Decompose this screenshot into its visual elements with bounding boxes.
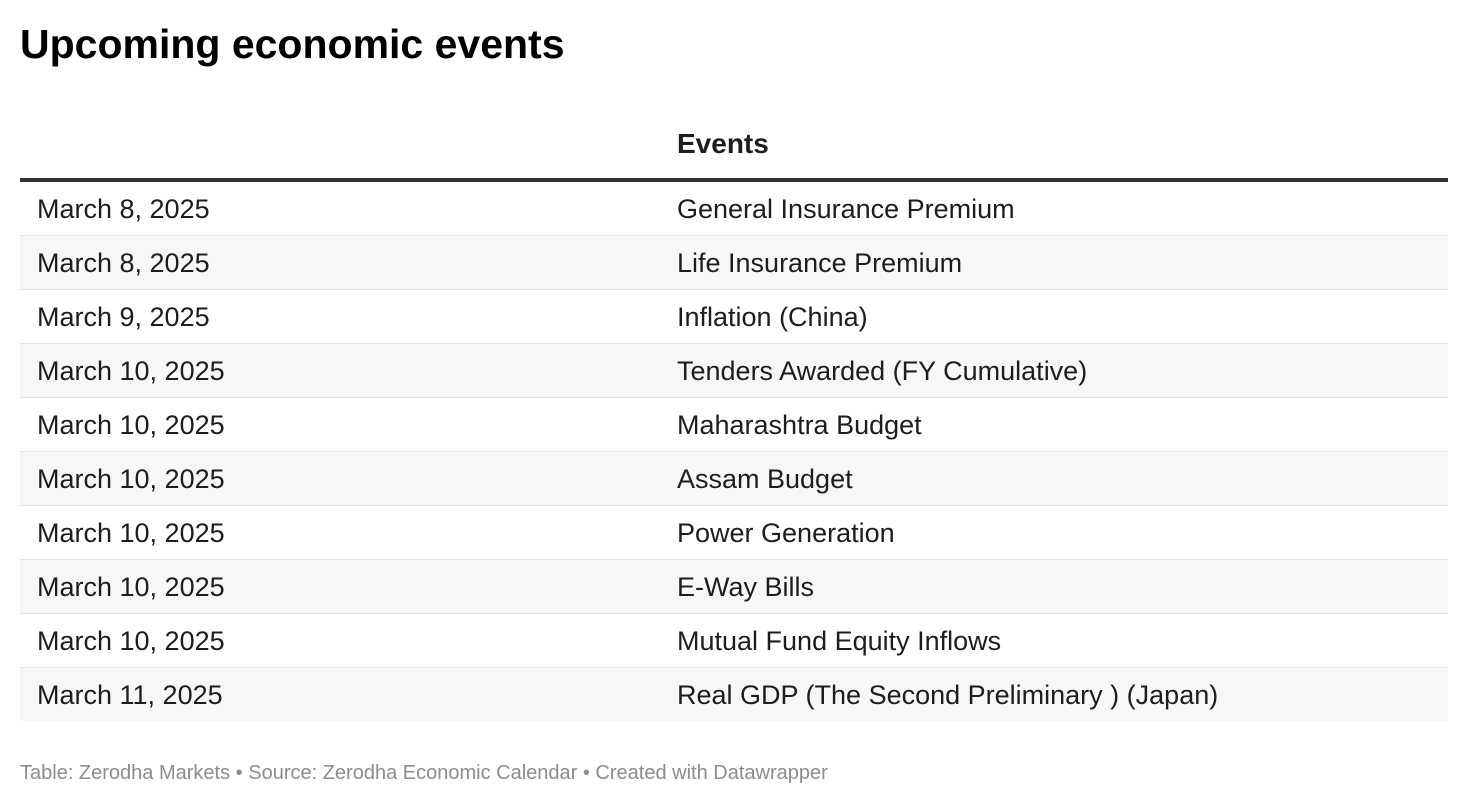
table-row: March 8, 2025 Life Insurance Premium (20, 236, 1448, 290)
date-cell: March 8, 2025 (37, 248, 210, 278)
table-row: March 9, 2025 Inflation (China) (20, 290, 1448, 344)
event-cell: Power Generation (677, 518, 895, 548)
date-cell: March 10, 2025 (37, 626, 225, 656)
event-cell: Inflation (China) (677, 302, 868, 332)
date-cell: March 10, 2025 (37, 572, 225, 602)
event-cell: E-Way Bills (677, 572, 815, 602)
page-title: Upcoming economic events (20, 21, 565, 67)
table-row: March 10, 2025 Mutual Fund Equity Inflows (20, 614, 1448, 668)
table-row: March 10, 2025 Power Generation (20, 506, 1448, 560)
table-row: March 8, 2025 General Insurance Premium (20, 182, 1448, 236)
footer-separator: • (230, 762, 249, 784)
date-cell: March 10, 2025 (37, 464, 225, 494)
table-row: March 10, 2025 Maharashtra Budget (20, 398, 1448, 452)
footer-separator: • (577, 762, 596, 784)
date-cell: March 10, 2025 (37, 356, 225, 386)
footer-datawrapper-credit: Created with Datawrapper (595, 762, 828, 784)
date-cell: March 8, 2025 (37, 194, 210, 224)
date-cell: March 11, 2025 (37, 680, 223, 710)
events-table: Events March 8, 2025 General Insurance Pr… (20, 108, 1448, 721)
header-events[interactable]: Events (677, 128, 769, 159)
event-cell: Real GDP (The Second Preliminary ) (Japa… (677, 680, 1219, 710)
chart-footer: Table: Zerodha Markets • Source: Zerodha… (20, 760, 828, 786)
event-cell: Assam Budget (677, 464, 853, 494)
table-row: March 10, 2025 Assam Budget (20, 452, 1448, 506)
footer-table-credit: Table: Zerodha Markets (20, 762, 231, 784)
event-cell: Life Insurance Premium (677, 248, 963, 278)
footer-source: Source: Zerodha Economic Calendar (248, 762, 578, 784)
date-cell: March 9, 2025 (37, 302, 210, 332)
event-cell: Tenders Awarded (FY Cumulative) (677, 356, 1088, 386)
event-cell: Mutual Fund Equity Inflows (677, 626, 1002, 656)
table-header: Events (20, 108, 1448, 182)
table-row: March 10, 2025 E-Way Bills (20, 560, 1448, 614)
event-cell: General Insurance Premium (677, 194, 1015, 224)
table-row: March 11, 2025 Real GDP (The Second Preli… (20, 668, 1448, 721)
event-cell: Maharashtra Budget (677, 410, 922, 440)
date-cell: March 10, 2025 (37, 410, 225, 440)
date-cell: March 10, 2025 (37, 518, 225, 548)
table-body: March 8, 2025 General Insurance Premium Ma… (20, 182, 1448, 721)
table-row: March 10, 2025 Tenders Awarded (FY Cumula… (20, 344, 1448, 398)
